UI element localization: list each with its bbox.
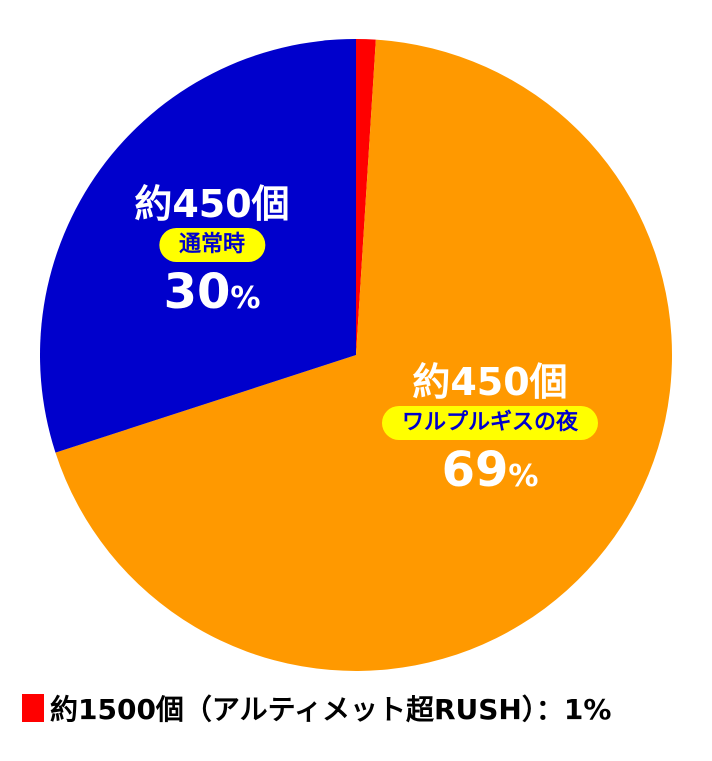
label-normal: 約450個 通常時 30%: [134, 182, 289, 329]
pie-slice-rush: [356, 39, 376, 355]
label-walpurgis-count: 約450個: [412, 360, 568, 404]
label-walpurgis-pct: 69%: [382, 440, 598, 507]
label-normal-name: 通常時: [158, 228, 266, 262]
label-normal-count: 約450個: [134, 182, 290, 226]
pct-value: 30: [163, 264, 231, 320]
label-walpurgis-name: ワルプルギスの夜: [381, 406, 599, 440]
pie-slice-walpurgis: [55, 39, 673, 672]
pct-unit: %: [508, 459, 539, 494]
legend: 約1500個（アルティメット超RUSH）：1%: [22, 688, 611, 728]
pie-chart: [39, 39, 673, 672]
pct-value: 69: [441, 442, 509, 498]
label-normal-pct: 30%: [134, 262, 289, 329]
legend-text: 約1500個（アルティメット超RUSH）：1%: [50, 693, 612, 726]
legend-swatch-red: [22, 694, 44, 722]
pct-unit: %: [230, 281, 261, 316]
label-walpurgis: 約450個 ワルプルギスの夜 69%: [381, 360, 599, 507]
